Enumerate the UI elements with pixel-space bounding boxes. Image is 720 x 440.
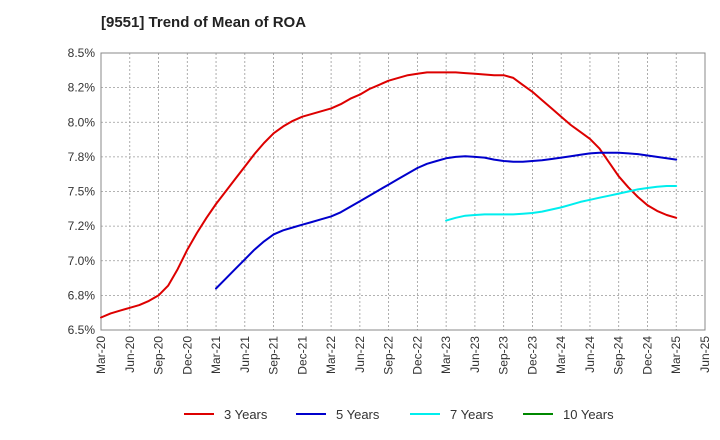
y-tick-label: 7.8% <box>68 150 96 164</box>
y-tick-label: 6.8% <box>68 288 96 302</box>
legend: 3 Years 5 Years 7 Years 10 Years <box>184 407 614 422</box>
x-tick-label: Jun-24 <box>583 336 597 373</box>
x-tick-label: Mar-23 <box>439 336 453 374</box>
chart-title: [9551] Trend of Mean of ROA <box>101 14 307 31</box>
x-tick-label: Mar-20 <box>94 336 108 374</box>
legend-label-10-years: 10 Years <box>563 407 614 422</box>
x-tick-label: Mar-21 <box>209 336 223 374</box>
y-tick-label: 7.2% <box>68 219 96 233</box>
x-tick-label: Jun-22 <box>353 336 367 373</box>
y-tick-label: 7.5% <box>68 185 96 199</box>
y-tick-label: 8.5% <box>68 46 96 60</box>
series-line-3-years <box>100 71 678 319</box>
x-tick-label: Dec-21 <box>295 336 309 375</box>
y-tick-label: 6.5% <box>68 323 96 337</box>
y-tick-label: 7.0% <box>68 254 96 268</box>
legend-label-5-years: 5 Years <box>336 407 380 422</box>
series-line-7-years <box>445 185 678 222</box>
x-tick-label: Sep-23 <box>497 336 511 375</box>
plot-frame <box>100 52 706 331</box>
x-tick-label: Sep-22 <box>382 336 396 375</box>
x-axis-ticks: Mar-20 Jun-20 Sep-20 Dec-20 Mar-21 Jun-21 Sep-… <box>94 336 712 375</box>
x-tick-label: Mar-25 <box>669 336 683 374</box>
grid-lines <box>101 53 705 330</box>
legend-label-7-years: 7 Years <box>450 407 494 422</box>
y-axis-ticks: 8.5% 8.2% 8.0% 7.8% 7.5% 7.2% 7.0% 6.8% 6.5% <box>68 46 96 337</box>
series-line-5-years <box>215 151 678 290</box>
x-tick-label: Jun-21 <box>238 336 252 373</box>
x-tick-label: Dec-23 <box>525 336 539 375</box>
x-tick-label: Jun-20 <box>123 336 137 373</box>
series-lines <box>100 71 678 319</box>
x-tick-label: Jun-23 <box>468 336 482 373</box>
x-tick-label: Dec-24 <box>640 336 654 375</box>
x-tick-label: Dec-22 <box>410 336 424 375</box>
y-tick-label: 8.2% <box>68 81 96 95</box>
legend-label-3-years: 3 Years <box>224 407 268 422</box>
x-tick-label: Jun-25 <box>698 336 712 373</box>
x-tick-label: Sep-20 <box>152 336 166 375</box>
x-tick-label: Mar-24 <box>554 336 568 374</box>
x-tick-label: Sep-24 <box>612 336 626 375</box>
x-tick-label: Dec-20 <box>180 336 194 375</box>
x-tick-label: Sep-21 <box>267 336 281 375</box>
x-tick-label: Mar-22 <box>324 336 338 374</box>
y-tick-label: 8.0% <box>68 115 96 129</box>
